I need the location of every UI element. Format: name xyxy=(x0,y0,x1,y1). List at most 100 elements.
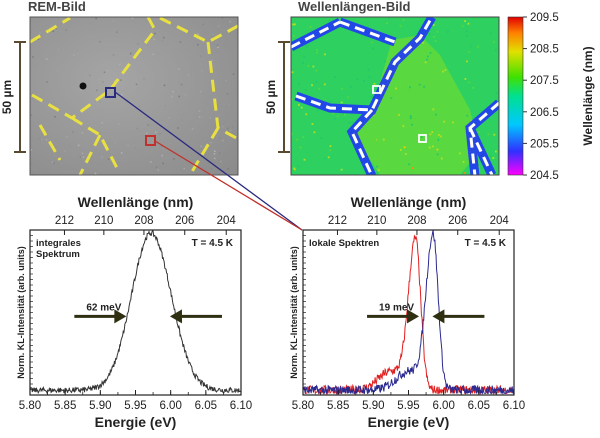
map-speckle-dot xyxy=(440,157,443,160)
sem-speckle-dot xyxy=(30,162,32,164)
map-speckle-dot xyxy=(304,89,307,92)
map-speckle-dot xyxy=(461,25,464,28)
map-speckle-dot xyxy=(414,118,417,121)
map-speckle-dot xyxy=(447,131,450,134)
sem-speckle-dot xyxy=(71,21,73,24)
map-speckle-dot xyxy=(490,155,492,158)
sem-speckle-dot xyxy=(232,73,235,75)
sem-speckle-dot xyxy=(57,49,60,51)
map-speckle-dot xyxy=(415,107,418,110)
sem-speckle-dot xyxy=(231,126,234,128)
sem-frame xyxy=(29,16,239,176)
map-speckle-dot xyxy=(311,123,314,125)
fwhm-arrowhead-left xyxy=(114,309,127,324)
sem-speckle-dot xyxy=(40,138,43,141)
map-speckle-dot xyxy=(305,113,308,116)
sem-speckle-dot xyxy=(51,161,54,164)
map-speckle-dot xyxy=(424,128,426,130)
map-speckle-dot xyxy=(403,146,406,149)
x-axis-label: Energie (eV) xyxy=(95,414,177,430)
map-speckle-dot xyxy=(386,22,388,25)
map-speckle-dot xyxy=(399,24,402,27)
sem-speckle-dot xyxy=(52,162,55,164)
map-speckle-dot xyxy=(344,114,346,116)
map-speckle-dot xyxy=(327,156,330,159)
map-speckle-dot xyxy=(333,117,336,120)
sem-speckle-dot xyxy=(73,132,76,134)
spectrum-line-2 xyxy=(303,230,514,395)
sem-speckle-dot xyxy=(107,158,110,160)
map-speckle-dot xyxy=(332,113,335,115)
map-speckle-dot xyxy=(316,49,319,51)
map-speckle-dot xyxy=(439,106,442,109)
map-speckle-dot xyxy=(432,108,435,111)
colorbar-tick-label: 208.5 xyxy=(530,44,559,56)
map-speckle-dot xyxy=(346,96,349,99)
map-speckle-dot xyxy=(477,166,480,169)
top-tick-label: 204 xyxy=(490,215,510,227)
x-tick-label: 6.00 xyxy=(432,400,454,412)
map-speckle-dot xyxy=(302,62,304,65)
sem-speckle-dot xyxy=(101,122,104,124)
sem-speckle-dot xyxy=(209,117,211,119)
map-speckle-dot xyxy=(408,89,410,92)
map-speckle-dot xyxy=(336,115,339,118)
map-speckle-dot xyxy=(362,127,365,129)
map-speckle-dot xyxy=(329,149,332,152)
x-tick-label: 5.90 xyxy=(362,400,384,412)
sem-speckle-dot xyxy=(107,70,109,72)
map-speckle-dot xyxy=(298,104,300,106)
sem-speckle-dot xyxy=(216,44,219,46)
map-speckle-dot xyxy=(364,130,367,133)
map-speckle-dot xyxy=(341,87,344,90)
map-speckle-dot xyxy=(377,169,380,171)
sem-speckle-dot xyxy=(99,41,101,43)
x-tick-label: 5.85 xyxy=(327,400,349,412)
sem-speckle-dot xyxy=(81,132,84,134)
map-speckle-dot xyxy=(477,45,479,48)
map-speckle-dot xyxy=(375,89,377,92)
map-speckle-dot xyxy=(433,36,436,38)
colorbar-tick-label: 206.5 xyxy=(530,107,559,119)
map-speckle-dot xyxy=(436,148,439,151)
sem-speckle-dot xyxy=(55,27,57,29)
fwhm-arrowhead-right xyxy=(432,309,445,324)
sem-speckle-dot xyxy=(65,29,67,31)
map-speckle-dot xyxy=(404,85,406,87)
sem-speckle-dot xyxy=(89,74,91,77)
sem-scalebar-label: 50 µm xyxy=(0,80,14,114)
sem-speckle-dot xyxy=(81,152,84,154)
sem-speckle-dot xyxy=(230,129,232,131)
sem-speckle-dot xyxy=(55,50,57,52)
map-speckle-dot xyxy=(386,172,389,175)
sem-speckle-dot xyxy=(218,152,221,155)
sem-speckle-dot xyxy=(212,34,214,36)
map-speckle-dot xyxy=(315,52,318,54)
annotation-title: lokale Spektren xyxy=(309,238,379,249)
map-speckle-dot xyxy=(334,76,336,78)
colorbar-tick-label: 205.5 xyxy=(530,138,559,150)
sem-speckle-dot xyxy=(181,119,183,121)
sem-title: REM-Bild xyxy=(28,0,86,14)
map-speckle-dot xyxy=(428,33,431,35)
map-speckle-dot xyxy=(293,168,296,171)
sem-speckle-dot xyxy=(198,110,201,112)
map-speckle-dot xyxy=(399,149,402,151)
sem-speckle-dot xyxy=(95,17,97,20)
map-speckle-dot xyxy=(291,98,294,101)
spectrum-line-1 xyxy=(30,230,241,395)
map-speckle-dot xyxy=(340,101,343,104)
sem-speckle-dot xyxy=(214,150,216,152)
top-tick-label: 212 xyxy=(55,215,74,227)
map-title: Wellenlängen-Bild xyxy=(298,0,410,14)
sem-speckle-dot xyxy=(228,137,230,140)
sem-speckle-dot xyxy=(145,132,148,134)
sem-speckle-dot xyxy=(136,127,138,130)
sem-speckle-dot xyxy=(116,31,118,33)
sem-speckle-dot xyxy=(162,129,164,131)
x-tick-label: 5.80 xyxy=(19,400,41,412)
map-speckle-dot xyxy=(323,83,326,86)
map-speckle-dot xyxy=(351,121,354,124)
colorbar-tick-label: 207.5 xyxy=(530,75,559,87)
sem-speckle-dot xyxy=(227,167,229,170)
